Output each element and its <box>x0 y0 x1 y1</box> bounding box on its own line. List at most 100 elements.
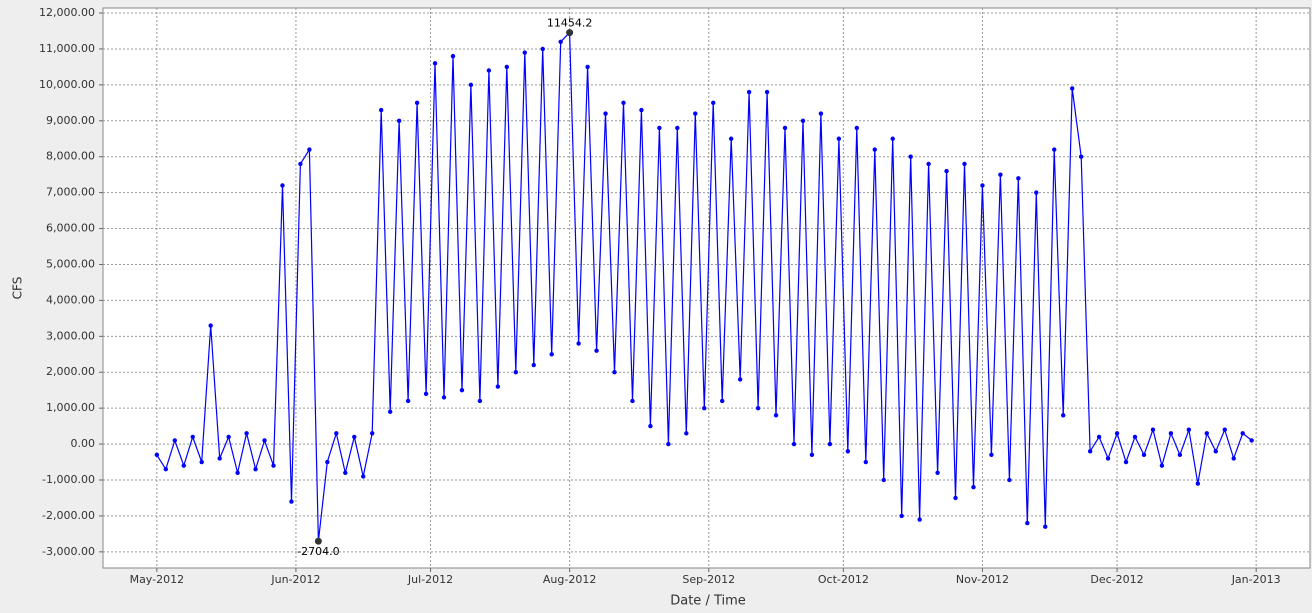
y-tick-label: 10,000.00 <box>39 78 95 91</box>
y-tick-label: 9,000.00 <box>46 114 95 127</box>
data-point <box>154 452 160 458</box>
data-point <box>639 107 644 113</box>
data-point <box>396 118 402 123</box>
extreme-marker <box>314 537 322 545</box>
data-point <box>495 384 501 389</box>
data-point <box>378 107 384 113</box>
data-point <box>720 398 725 404</box>
data-point <box>262 438 267 443</box>
y-axis-title: CFS <box>11 277 25 300</box>
data-point <box>935 470 940 476</box>
data-point <box>872 147 877 152</box>
data-point <box>836 136 842 141</box>
data-point <box>513 370 519 375</box>
data-point <box>944 168 949 174</box>
y-tick-label: -2,000.00 <box>42 509 95 522</box>
y-tick-label: 0.00 <box>71 437 96 450</box>
data-point <box>1141 452 1147 458</box>
data-point <box>576 341 581 346</box>
data-point <box>594 348 599 353</box>
annotation: 11454.2 <box>547 17 593 30</box>
data-point <box>854 125 860 131</box>
data-point <box>962 161 967 167</box>
data-point <box>755 405 761 411</box>
data-point <box>746 89 752 95</box>
data-point <box>432 61 438 66</box>
data-point <box>441 395 447 400</box>
data-point <box>235 470 240 476</box>
extreme-marker <box>566 29 574 37</box>
x-tick-label: Sep-2012 <box>682 573 735 586</box>
data-point <box>1069 86 1075 91</box>
data-point <box>325 459 330 465</box>
data-point <box>1213 449 1218 454</box>
data-point <box>890 136 895 141</box>
data-point <box>998 172 1003 177</box>
data-point <box>181 463 186 468</box>
data-point <box>989 452 994 458</box>
data-point <box>1052 147 1057 152</box>
y-tick-label: 5,000.00 <box>46 257 95 270</box>
data-point <box>980 183 985 188</box>
data-point <box>1249 438 1254 443</box>
x-tick-label: May-2012 <box>130 573 185 586</box>
data-point <box>809 452 815 458</box>
data-point <box>370 431 375 436</box>
data-point <box>414 100 420 106</box>
data-point <box>630 398 635 404</box>
y-tick-label: 6,000.00 <box>46 222 95 235</box>
data-point <box>1025 520 1030 526</box>
data-point <box>684 431 689 436</box>
data-point <box>764 89 770 95</box>
data-point <box>1007 477 1012 483</box>
data-point <box>657 125 662 131</box>
data-point <box>558 39 563 44</box>
y-tick-label: 3,000.00 <box>46 329 95 342</box>
data-point <box>450 53 456 59</box>
data-point <box>791 441 797 447</box>
data-point <box>728 136 734 141</box>
data-point <box>1105 456 1111 461</box>
data-point <box>971 484 976 490</box>
data-point <box>926 161 931 167</box>
data-point <box>172 438 177 443</box>
data-point <box>1222 427 1227 432</box>
data-point <box>1016 176 1021 181</box>
data-point <box>693 111 698 116</box>
x-tick-label: Jul-2012 <box>407 573 453 586</box>
data-point <box>702 405 707 411</box>
data-point <box>405 398 411 404</box>
data-point <box>549 352 554 357</box>
data-point <box>217 456 222 461</box>
data-point <box>675 125 680 131</box>
data-point <box>1123 459 1129 465</box>
data-point <box>307 147 312 152</box>
data-point <box>863 459 868 465</box>
data-point <box>1168 431 1174 436</box>
data-point <box>468 82 474 88</box>
data-point <box>289 499 294 504</box>
data-point <box>1204 431 1209 436</box>
x-tick-label: Aug-2012 <box>543 573 596 586</box>
data-point <box>522 50 527 55</box>
data-point <box>1240 431 1245 436</box>
data-point <box>773 413 779 418</box>
data-point <box>423 391 429 396</box>
y-tick-label: 12,000.00 <box>39 6 95 19</box>
data-point <box>226 434 231 440</box>
data-point <box>343 470 348 476</box>
data-point <box>1132 434 1138 440</box>
data-point <box>352 434 357 440</box>
data-point <box>782 125 788 131</box>
data-point <box>1096 434 1102 440</box>
data-point <box>1195 481 1201 486</box>
data-point <box>387 409 393 414</box>
data-point <box>1034 190 1039 195</box>
data-point <box>253 467 258 472</box>
data-point <box>953 495 958 501</box>
data-point <box>1231 456 1236 461</box>
annotation: -2704.0 <box>297 545 339 558</box>
data-point <box>280 183 285 188</box>
data-point <box>899 513 904 519</box>
